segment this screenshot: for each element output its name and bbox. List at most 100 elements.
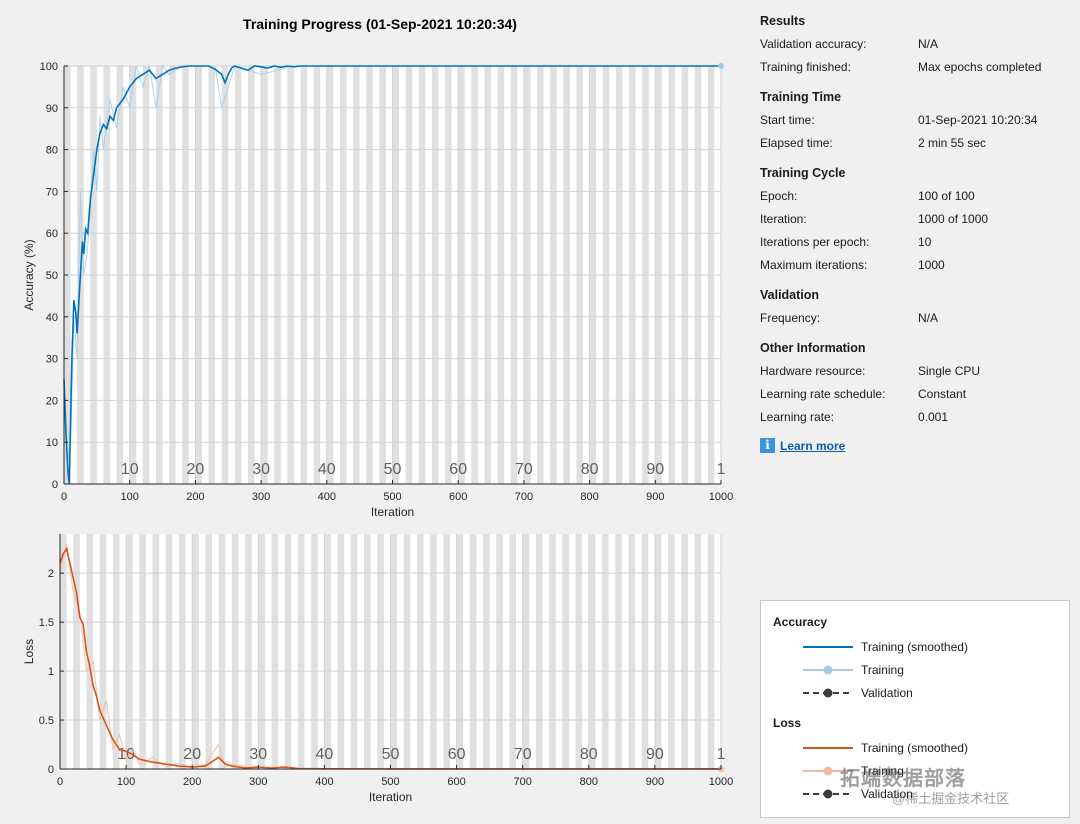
loss-epoch-band (245, 534, 252, 769)
training-cycle-title: Training Cycle (760, 166, 846, 180)
loss-x-tick-label: 100 (117, 776, 135, 788)
loss-epoch-band (178, 534, 186, 769)
loss-y-tick-label: 0.5 (39, 715, 54, 727)
acc-x-tick-label: 1000 (709, 491, 733, 503)
info-row: Iteration: 1000 of 1000 (760, 207, 1070, 230)
acc-epoch-label: 70 (515, 461, 533, 478)
acc-x-tick-label: 900 (646, 491, 664, 503)
info-row: Learning rate: 0.001 (760, 405, 1070, 428)
learn-more[interactable]: i Learn more (760, 438, 1070, 453)
loss-epoch-band (152, 534, 160, 769)
info-value: 1000 of 1000 (918, 211, 989, 226)
acc-training-line (63, 64, 721, 464)
legend-label: Training (861, 763, 904, 778)
loss-x-tick-label: 200 (183, 776, 201, 788)
loss-epoch-band (350, 534, 358, 769)
loss-epoch-band (535, 534, 543, 769)
results-title: Results (760, 14, 806, 28)
acc-epoch-label: 10 (121, 461, 139, 478)
legend-loss-validation-swatch (803, 789, 853, 798)
acc-x-tick-label: 600 (449, 491, 467, 503)
loss-y-tick-label: 1 (48, 666, 54, 678)
info-icon: i (760, 438, 775, 453)
legend-label: Training (smoothed) (861, 740, 968, 755)
legend-entry: Validation (773, 782, 1057, 805)
info-key: Iteration: (760, 211, 807, 226)
legend-label: Validation (861, 685, 913, 700)
info-value: 100 of 100 (918, 188, 975, 203)
info-row: Maximum iterations: 1000 (760, 253, 1070, 276)
loss-epoch-band (575, 534, 583, 769)
acc-x-tick-label: 800 (580, 491, 598, 503)
loss-epoch-band (60, 534, 67, 769)
chart-title: Training Progress (01-Sep-2021 10:20:34) (243, 16, 517, 32)
loss-epoch-band (430, 534, 437, 769)
info-key: Maximum iterations: (760, 257, 868, 272)
info-value: N/A (918, 310, 939, 325)
acc-x-tick-label: 300 (252, 491, 270, 503)
loss-epoch-band (258, 534, 265, 769)
legend-entry: Training (smoothed) (773, 736, 1057, 759)
loss-epoch-band (99, 534, 107, 769)
info-value: 10 (918, 234, 932, 249)
loss-epoch-band (364, 534, 371, 769)
loss-epoch-band (694, 534, 702, 769)
legend-entry: Validation (773, 681, 1057, 704)
info-key: Hardware resource: (760, 363, 866, 378)
loss-epoch-band (86, 534, 94, 769)
loss-epoch-band (297, 534, 305, 769)
loss-epoch-band (654, 534, 662, 769)
watermark: 拓端数据部落 (840, 768, 966, 790)
loss-x-axis-label: Iteration (369, 790, 412, 804)
info-key: Iterations per epoch: (760, 234, 870, 249)
loss-epoch-band (483, 534, 490, 769)
loss-x-tick-label: 400 (315, 776, 333, 788)
info-row: Elapsed time: 2 min 55 sec (760, 131, 1070, 154)
acc-y-tick-label: 30 (46, 354, 58, 366)
acc-y-tick-label: 70 (46, 186, 58, 198)
loss-epoch-band (324, 534, 332, 769)
learn-more-link[interactable]: Learn more (780, 438, 846, 453)
legend-label: Training (861, 662, 904, 677)
loss-x-tick-label: 300 (249, 776, 267, 788)
info-value: N/A (918, 36, 939, 51)
info-row: Start time: 01-Sep-2021 10:20:34 (760, 108, 1070, 131)
acc-epoch-label: 40 (318, 461, 336, 478)
loss-x-tick-label: 700 (514, 776, 532, 788)
acc-y-tick-label: 90 (46, 103, 58, 115)
acc-x-tick-label: 100 (121, 491, 139, 503)
loss-epoch-band (416, 534, 424, 769)
loss-epoch-band (588, 534, 596, 769)
acc-y-tick-label: 50 (46, 270, 58, 282)
loss-epoch-band (205, 534, 213, 769)
loss-epoch-band (602, 534, 609, 769)
acc-epoch-label: 90 (646, 461, 664, 478)
info-row: Frequency: N/A (760, 306, 1070, 329)
loss-epoch-label: 80 (580, 746, 598, 763)
info-key: Frequency: (760, 310, 821, 325)
training-time-title: Training Time (760, 90, 842, 104)
info-value: 0.001 (918, 409, 949, 424)
accuracy-plot: 10 20 30 40 50 60 70 80 90 10 100 200 300 400 500 600 70… (22, 61, 733, 519)
legend-entry: Training (773, 658, 1057, 681)
info-key: Epoch: (760, 188, 798, 203)
loss-x-tick-label: 600 (447, 776, 465, 788)
validation-title: Validation (760, 288, 820, 302)
acc-epoch-label: 1 (717, 461, 726, 478)
loss-epoch-band (271, 534, 279, 769)
loss-y-axis-label: Loss (22, 639, 36, 664)
acc-y-tick-label: 40 (46, 312, 58, 324)
acc-x-axis-label: Iteration (371, 505, 414, 519)
loss-epoch-band (139, 534, 146, 769)
info-row: Hardware resource: Single CPU (760, 359, 1070, 382)
loss-epoch-band (112, 534, 120, 769)
loss-epoch-band (509, 534, 517, 769)
loss-x-tick-label: 0 (57, 776, 63, 788)
loss-epoch-band (403, 534, 411, 769)
acc-y-tick-label: 10 (46, 437, 58, 449)
loss-epoch-band (231, 534, 239, 769)
acc-x-tick-label: 0 (61, 491, 67, 503)
loss-epoch-label: 1 (717, 746, 726, 763)
info-key: Start time: (760, 112, 815, 127)
acc-y-tick-label: 100 (40, 61, 58, 73)
